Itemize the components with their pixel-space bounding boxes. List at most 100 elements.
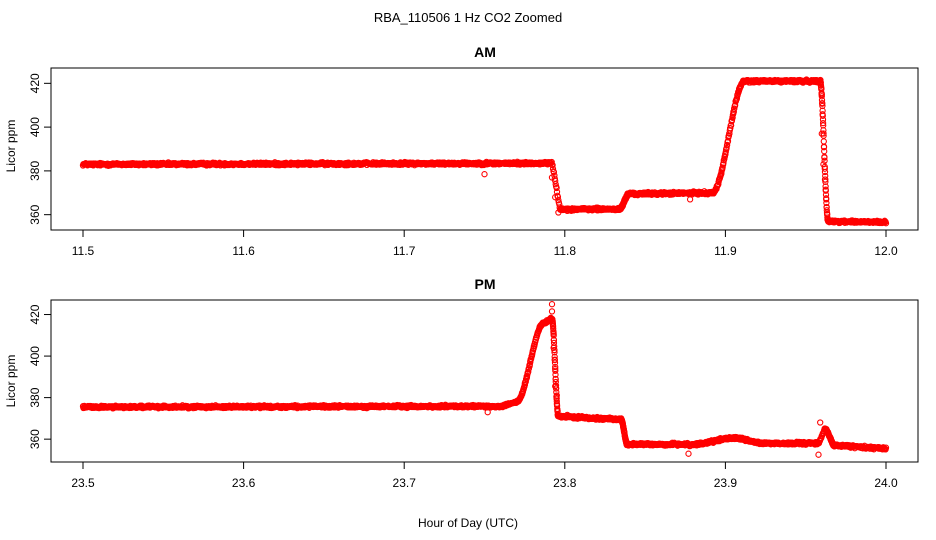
am-data-point bbox=[719, 161, 727, 168]
pm-outlier-point bbox=[815, 451, 822, 458]
am-data-point bbox=[549, 165, 557, 173]
am-outlier-point bbox=[555, 209, 562, 216]
am-data-point bbox=[728, 117, 735, 124]
pm-outlier-point bbox=[817, 419, 824, 426]
am-x-tick-label: 11.9 bbox=[714, 244, 737, 258]
am-data-point bbox=[549, 161, 556, 169]
pm-data-point bbox=[549, 320, 557, 328]
pm-data-point bbox=[553, 388, 560, 396]
pm-data-point bbox=[525, 368, 532, 376]
am-data-point bbox=[730, 108, 737, 115]
am-data-point bbox=[718, 169, 725, 176]
am-outlier-point bbox=[818, 91, 825, 98]
pm-data-point bbox=[555, 412, 562, 419]
am-x-tick-label: 11.5 bbox=[72, 244, 95, 258]
am-x-tick-label: 12.0 bbox=[874, 244, 898, 258]
am-data-point bbox=[819, 119, 827, 127]
pm-y-tick-label: 380 bbox=[28, 387, 42, 407]
am-data-point bbox=[882, 220, 890, 227]
pm-y-tick-label: 420 bbox=[28, 304, 42, 324]
am-data-point bbox=[817, 79, 824, 87]
am-outlier-point bbox=[818, 130, 825, 137]
am-panel-title: AM bbox=[474, 44, 496, 60]
am-data-point bbox=[713, 185, 720, 192]
pm-data-point bbox=[762, 440, 769, 447]
pm-panel-title: PM bbox=[475, 276, 496, 292]
pm-data-point bbox=[550, 336, 558, 344]
pm-data-point bbox=[518, 389, 526, 396]
am-data-point bbox=[821, 157, 828, 164]
am-panel: AM Licor ppm 11.5 11.6 11.7 11.8 11.9 12.0 360… bbox=[4, 44, 919, 258]
am-data-point bbox=[550, 168, 558, 176]
pm-outlier-point bbox=[548, 308, 556, 315]
am-data-point bbox=[823, 196, 830, 203]
am-data-point bbox=[819, 116, 827, 123]
am-data-point bbox=[714, 182, 721, 189]
pm-y-tick-label: 360 bbox=[28, 429, 42, 449]
am-data-point bbox=[548, 158, 555, 166]
am-y-tick-label: 360 bbox=[28, 204, 42, 224]
pm-data-point bbox=[551, 359, 559, 366]
am-data-point bbox=[819, 99, 826, 107]
pm-data-point bbox=[552, 378, 559, 386]
am-data-point bbox=[717, 172, 724, 179]
am-data-point bbox=[720, 157, 727, 164]
pm-x-tick-label: 23.9 bbox=[714, 476, 738, 490]
am-data-point bbox=[821, 153, 828, 161]
pm-data-point bbox=[550, 332, 557, 339]
pm-outlier-point bbox=[548, 301, 556, 308]
am-data-point bbox=[822, 191, 830, 198]
pm-outlier-point bbox=[550, 344, 557, 351]
pm-y-axis-label: Licor ppm bbox=[4, 355, 18, 408]
am-data-point bbox=[723, 142, 731, 149]
pm-data-point bbox=[528, 353, 535, 360]
am-x-tick-label: 11.8 bbox=[554, 244, 577, 258]
am-y-tick-label: 420 bbox=[28, 73, 42, 93]
pm-data-point bbox=[540, 320, 548, 327]
am-data-point bbox=[822, 187, 829, 194]
am-outlier-point bbox=[820, 161, 827, 168]
pm-data-point bbox=[529, 350, 536, 357]
am-data-point bbox=[721, 153, 728, 161]
pm-data-point bbox=[551, 353, 558, 360]
pm-data-point bbox=[552, 375, 559, 383]
pm-data-point bbox=[552, 382, 560, 389]
pm-outlier-point bbox=[484, 409, 491, 416]
pm-data-point bbox=[523, 374, 531, 381]
am-plot-frame bbox=[50, 67, 919, 231]
pm-data-point bbox=[551, 356, 558, 364]
am-data-point bbox=[729, 114, 736, 121]
pm-data-points bbox=[79, 301, 890, 458]
pm-data-point bbox=[550, 328, 557, 335]
pm-data-point bbox=[882, 444, 890, 451]
am-axis-ticks: 11.5 11.6 11.7 11.8 11.9 12.0 360 380 400 420 bbox=[28, 73, 898, 258]
x-axis-label: Hour of Day (UTC) bbox=[418, 516, 518, 530]
am-data-point bbox=[818, 93, 825, 100]
am-data-point bbox=[625, 191, 633, 198]
am-data-point bbox=[727, 125, 734, 132]
pm-x-tick-label: 23.7 bbox=[393, 476, 417, 490]
am-y-tick-label: 400 bbox=[28, 117, 42, 137]
pm-data-point bbox=[552, 367, 559, 374]
pm-x-tick-label: 23.6 bbox=[232, 476, 256, 490]
pm-outlier-point bbox=[552, 383, 559, 390]
pm-outlier-point bbox=[685, 450, 692, 457]
am-data-point bbox=[741, 78, 748, 85]
pm-data-point bbox=[552, 371, 559, 378]
am-data-point bbox=[723, 146, 730, 153]
pm-data-point bbox=[530, 345, 537, 352]
pm-x-tick-label: 23.8 bbox=[553, 476, 577, 490]
am-data-point bbox=[820, 138, 827, 145]
pm-y-tick-label: 400 bbox=[28, 346, 42, 366]
pm-data-point bbox=[620, 425, 627, 433]
pm-data-point bbox=[552, 363, 559, 371]
am-data-point bbox=[822, 172, 829, 180]
pm-data-point bbox=[831, 442, 838, 449]
am-data-point bbox=[818, 96, 826, 104]
am-data-point bbox=[823, 199, 830, 207]
pm-plot-frame bbox=[50, 299, 919, 463]
pm-axis-ticks: 23.5 23.6 23.7 23.8 23.9 24.0 360 380 400 420 bbox=[28, 304, 898, 490]
am-data-point bbox=[820, 144, 828, 151]
pm-data-point bbox=[520, 384, 528, 391]
